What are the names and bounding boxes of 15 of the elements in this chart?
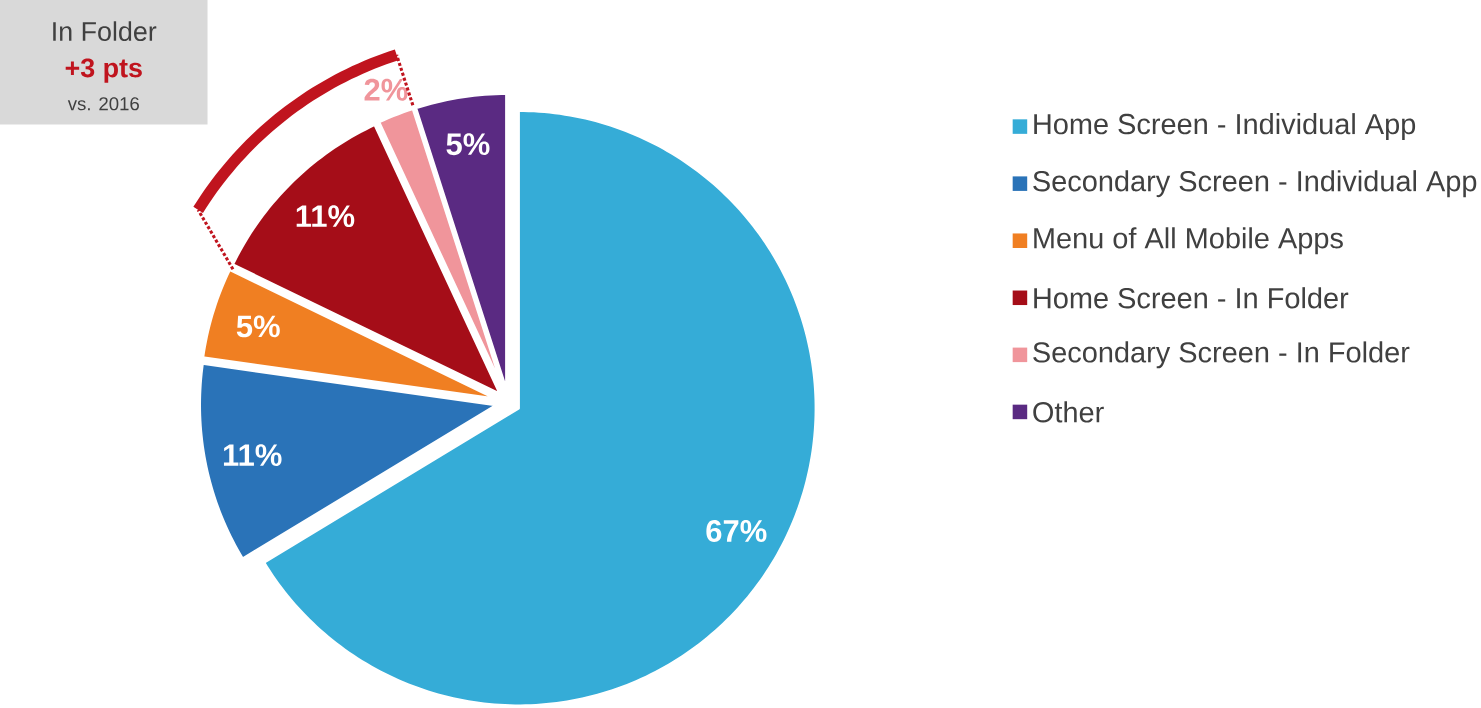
legend-label: Other xyxy=(1033,401,1104,423)
text: vs. 2016 xyxy=(67,97,139,111)
data-label: 5% xyxy=(236,315,280,338)
text: +3 pts xyxy=(65,58,142,83)
data-label: 5% xyxy=(446,133,490,156)
data-label: 2% xyxy=(364,79,408,101)
legend-label: Secondary Screen - In Folder xyxy=(1033,341,1410,369)
data-label: 11% xyxy=(223,444,282,467)
data-label: 67% xyxy=(706,520,767,543)
legend-label: Menu of All Mobile Apps xyxy=(1034,227,1343,255)
legend-label: Secondary Screen - Individual App xyxy=(1033,170,1477,198)
data-label: 11% xyxy=(296,205,355,228)
legend-label: Home Screen - Individual App xyxy=(1034,113,1416,141)
legend-label: Home Screen - In Folder xyxy=(1034,287,1349,309)
text: In Folder xyxy=(53,21,157,42)
